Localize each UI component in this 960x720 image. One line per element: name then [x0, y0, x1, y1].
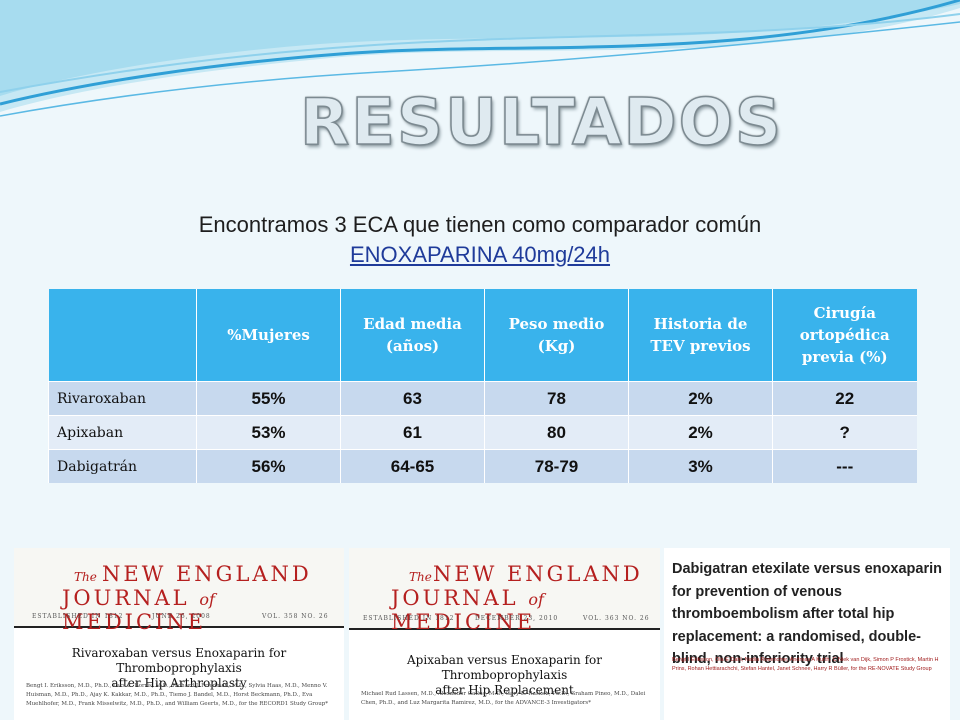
subtitle-line: Encontramos 3 ECA que tienen como compar… — [198, 212, 762, 237]
masthead-line2: JOURNAL of MEDICINE — [62, 586, 215, 634]
baseline-characteristics-table: %Mujeres Edad media (años) Peso medio (K… — [48, 289, 917, 483]
header-cirugia: Cirugía ortopédica previa (%) — [772, 289, 917, 382]
row-label: Rivaroxaban — [48, 381, 197, 416]
header-peso: Peso medio (Kg) — [484, 289, 629, 382]
slide-title: RESULTADOS — [299, 85, 784, 161]
cell-tev: 2% — [628, 415, 773, 450]
header-waves-decoration — [0, 0, 960, 117]
header-tev: Historia de TEV previos — [628, 289, 773, 382]
table-header-corner — [48, 289, 197, 382]
cell-peso: 78-79 — [484, 449, 629, 483]
table-row: Apixaban 53% 61 80 2% ? — [48, 415, 917, 450]
nejm-masthead: The NEW ENGLAND JOURNAL of MEDICINE ESTA… — [14, 548, 344, 634]
masthead-line1: NEW ENGLAND — [433, 562, 643, 586]
header-edad: Edad media (años) — [340, 289, 485, 382]
article-authors: Bengt I. Eriksson, M.D., Ph.D., Lars C. … — [26, 683, 329, 707]
cell-edad: 64-65 — [340, 449, 485, 483]
row-label: Dabigatrán — [48, 449, 197, 483]
slide-subtitle: Encontramos 3 ECA que tienen como compar… — [80, 210, 880, 270]
masthead-line2: JOURNAL of MEDICINE — [391, 586, 544, 634]
nejm-masthead: The NEW ENGLAND JOURNAL of MEDICINE ESTA… — [349, 548, 660, 634]
cell-cirugia: ? — [772, 415, 917, 450]
enoxaparina-link[interactable]: ENOXAPARINA 40mg/24h — [349, 242, 611, 267]
article-title: Dabigatran etexilate versus enoxaparin f… — [672, 561, 942, 667]
cell-cirugia: --- — [772, 449, 917, 483]
article-title: Apixaban versus Enoxaparin for Thrombopr… — [407, 653, 602, 697]
table-row: Rivaroxaban 55% 63 78 2% 22 — [48, 381, 917, 416]
cell-peso: 78 — [484, 381, 629, 416]
cell-tev: 3% — [628, 449, 773, 483]
cell-mujeres: 53% — [196, 415, 341, 450]
nejm-rivaroxaban-article: The NEW ENGLAND JOURNAL of MEDICINE ESTA… — [14, 548, 344, 720]
row-label: Apixaban — [48, 415, 197, 450]
header-mujeres: %Mujeres — [196, 289, 341, 382]
table-header-row: %Mujeres Edad media (años) Peso medio (K… — [48, 289, 917, 382]
cell-peso: 80 — [484, 415, 629, 450]
cell-tev: 2% — [628, 381, 773, 416]
lancet-dabigatran-article: Dabigatran etexilate versus enoxaparin f… — [664, 548, 950, 720]
article-authors: Bengt I Eriksson, Ola E Dahl, Nadia Rose… — [672, 657, 939, 672]
cell-cirugia: 22 — [772, 381, 917, 416]
nejm-apixaban-article: The NEW ENGLAND JOURNAL of MEDICINE ESTA… — [349, 548, 660, 720]
cell-mujeres: 55% — [196, 381, 341, 416]
masthead-the: The — [409, 570, 432, 584]
article-authors: Michael Rud Lassen, M.D., Alexander Gall… — [361, 691, 646, 706]
cell-edad: 61 — [340, 415, 485, 450]
cell-edad: 63 — [340, 381, 485, 416]
masthead-the: The — [74, 570, 97, 584]
masthead-line1: NEW ENGLAND — [102, 562, 312, 586]
table-row: Dabigatrán 56% 64-65 78-79 3% --- — [48, 449, 917, 483]
cell-mujeres: 56% — [196, 449, 341, 483]
article-title: Rivaroxaban versus Enoxaparin for Thromb… — [71, 646, 287, 690]
